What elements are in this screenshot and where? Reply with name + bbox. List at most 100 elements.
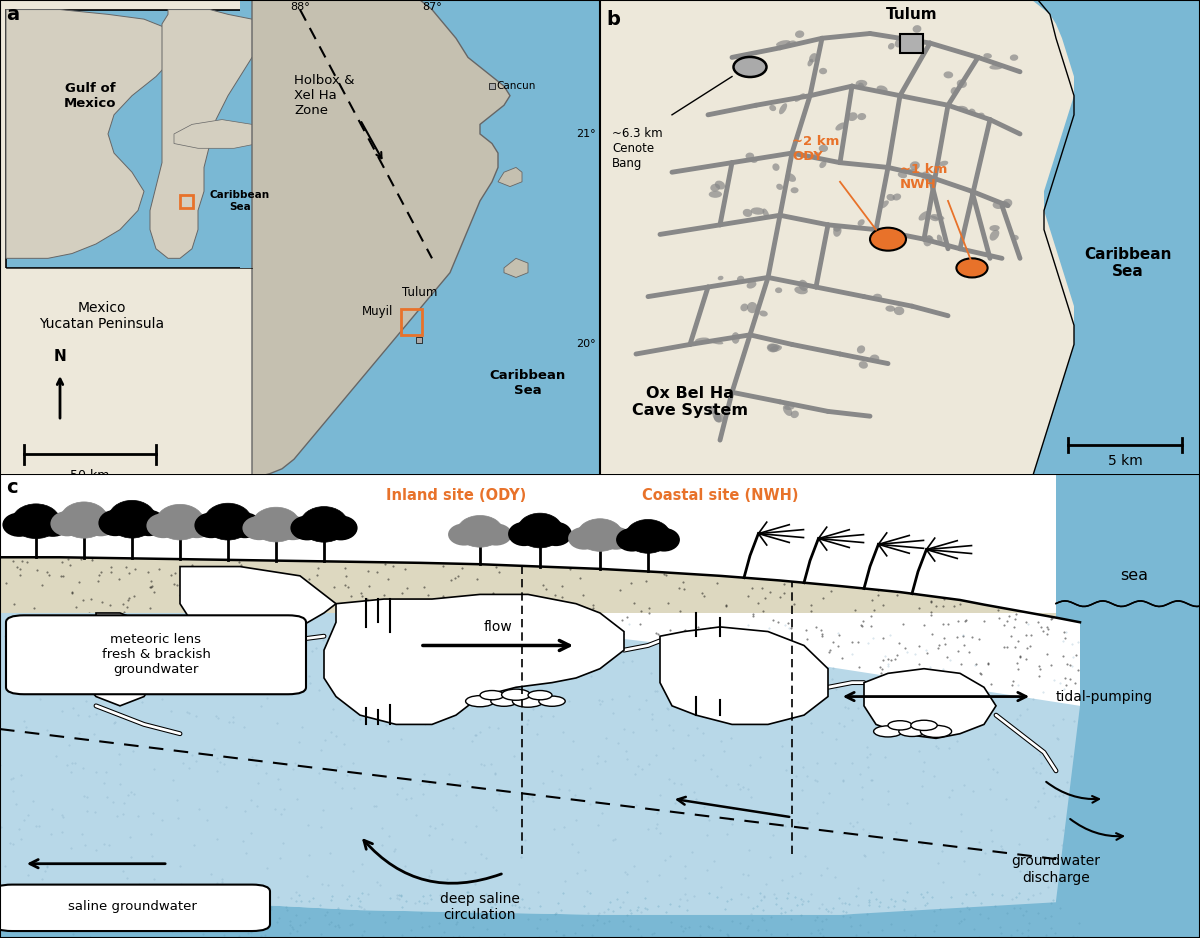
Ellipse shape <box>745 153 754 159</box>
Polygon shape <box>6 9 180 258</box>
FancyBboxPatch shape <box>6 615 306 694</box>
Ellipse shape <box>98 509 132 537</box>
Ellipse shape <box>782 405 792 416</box>
Ellipse shape <box>835 123 846 130</box>
Ellipse shape <box>809 53 817 63</box>
Text: Muyil: Muyil <box>361 306 394 318</box>
Ellipse shape <box>857 113 866 120</box>
Ellipse shape <box>820 68 827 74</box>
Polygon shape <box>150 9 264 258</box>
Text: Caribbean
Sea: Caribbean Sea <box>490 369 566 397</box>
Ellipse shape <box>713 411 721 422</box>
Ellipse shape <box>794 30 804 38</box>
Polygon shape <box>180 567 336 636</box>
Ellipse shape <box>768 343 780 351</box>
Ellipse shape <box>715 181 725 189</box>
Text: sea: sea <box>1120 568 1148 583</box>
Ellipse shape <box>710 184 720 191</box>
Ellipse shape <box>958 106 968 112</box>
Ellipse shape <box>925 176 932 182</box>
Ellipse shape <box>938 160 948 166</box>
Ellipse shape <box>36 512 70 537</box>
Ellipse shape <box>276 516 310 540</box>
Ellipse shape <box>709 190 722 198</box>
Ellipse shape <box>132 509 166 537</box>
FancyBboxPatch shape <box>0 885 270 931</box>
Polygon shape <box>1056 474 1200 938</box>
Ellipse shape <box>786 174 796 182</box>
Text: Inland site (ODY): Inland site (ODY) <box>386 488 526 503</box>
Text: flow: flow <box>484 620 512 634</box>
Ellipse shape <box>906 169 917 173</box>
Ellipse shape <box>872 294 882 301</box>
Text: Cancun: Cancun <box>497 81 536 91</box>
Ellipse shape <box>708 405 716 415</box>
Ellipse shape <box>156 505 204 540</box>
Ellipse shape <box>718 276 724 280</box>
Text: saline groundwater: saline groundwater <box>67 900 197 914</box>
Text: Tulum: Tulum <box>886 7 938 22</box>
Ellipse shape <box>748 302 757 313</box>
Text: a: a <box>6 5 19 23</box>
Text: meteoric lens
fresh & brackish
groundwater: meteoric lens fresh & brackish groundwat… <box>102 633 210 676</box>
Ellipse shape <box>84 511 118 537</box>
Polygon shape <box>0 613 1080 915</box>
Ellipse shape <box>751 207 764 215</box>
Circle shape <box>491 696 517 706</box>
Ellipse shape <box>695 338 709 342</box>
Text: Gulf of
Mexico: Gulf of Mexico <box>64 82 116 110</box>
Ellipse shape <box>616 528 648 552</box>
Text: 21°: 21° <box>576 129 595 139</box>
Ellipse shape <box>820 161 827 168</box>
Polygon shape <box>324 595 624 724</box>
Ellipse shape <box>956 80 967 88</box>
Bar <box>0 268 258 478</box>
Ellipse shape <box>12 504 60 538</box>
Text: ~2 km
ODY: ~2 km ODY <box>792 135 839 162</box>
Ellipse shape <box>990 225 1000 231</box>
Polygon shape <box>0 891 1080 938</box>
Polygon shape <box>84 613 156 706</box>
Ellipse shape <box>50 511 84 537</box>
Ellipse shape <box>770 345 782 352</box>
Ellipse shape <box>228 512 262 538</box>
Text: Tulum: Tulum <box>402 286 438 299</box>
Ellipse shape <box>775 287 782 294</box>
Ellipse shape <box>992 201 1004 209</box>
Ellipse shape <box>194 512 228 538</box>
Ellipse shape <box>740 304 749 311</box>
Ellipse shape <box>204 503 252 540</box>
Ellipse shape <box>2 512 36 537</box>
Ellipse shape <box>710 340 724 344</box>
Ellipse shape <box>950 87 958 94</box>
Polygon shape <box>0 557 1080 622</box>
Ellipse shape <box>912 25 922 33</box>
Ellipse shape <box>898 172 907 178</box>
Ellipse shape <box>876 85 888 93</box>
Polygon shape <box>1032 0 1200 478</box>
Ellipse shape <box>791 411 799 418</box>
Ellipse shape <box>990 230 1000 241</box>
Ellipse shape <box>540 522 572 546</box>
Ellipse shape <box>732 332 739 343</box>
Text: Mexico
Yucatan Peninsula: Mexico Yucatan Peninsula <box>40 301 164 331</box>
Ellipse shape <box>791 188 798 193</box>
Circle shape <box>512 695 544 707</box>
Ellipse shape <box>910 161 920 170</box>
Ellipse shape <box>746 281 756 289</box>
Ellipse shape <box>1002 199 1013 207</box>
Ellipse shape <box>794 93 805 102</box>
Ellipse shape <box>577 519 623 552</box>
Ellipse shape <box>930 214 944 220</box>
Ellipse shape <box>60 502 108 538</box>
Circle shape <box>480 690 504 700</box>
Ellipse shape <box>762 208 769 219</box>
Ellipse shape <box>760 310 768 316</box>
Ellipse shape <box>857 345 865 354</box>
Bar <box>180 195 193 208</box>
Text: deep saline
circulation: deep saline circulation <box>440 891 520 922</box>
Circle shape <box>874 726 902 737</box>
Text: 87°: 87° <box>422 3 442 12</box>
Bar <box>6 9 342 268</box>
Text: Caribbean
Sea: Caribbean Sea <box>1085 247 1171 280</box>
